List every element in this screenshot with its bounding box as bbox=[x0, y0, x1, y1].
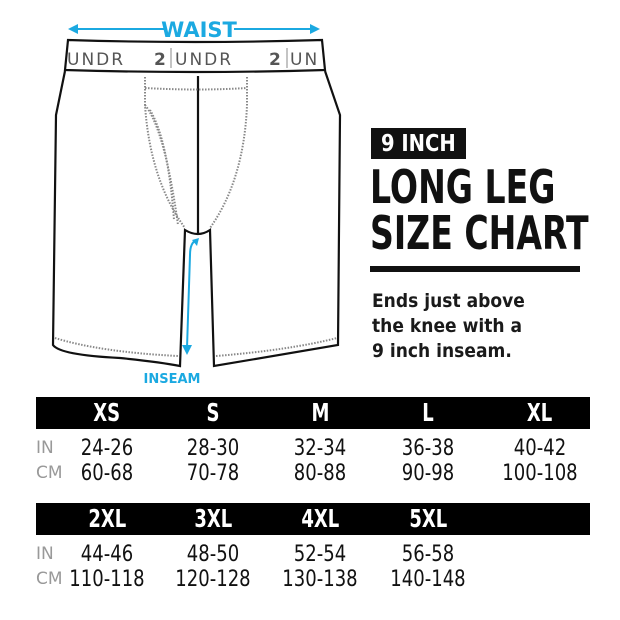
size-header-row-1 bbox=[36, 397, 590, 429]
waistband-logo: UNDR 2 UNDR 2 UN bbox=[67, 48, 319, 70]
unit-label-cm: CM bbox=[36, 463, 63, 483]
inseam-arrow bbox=[182, 238, 199, 355]
size-header: 3XL bbox=[194, 504, 232, 533]
unit-label-in: IN bbox=[36, 438, 54, 458]
svg-text:UNDR: UNDR bbox=[175, 50, 233, 70]
title-line-2: SIZE CHART bbox=[370, 206, 589, 260]
size-value-cm: 80-88 bbox=[293, 461, 347, 486]
size-header: XL bbox=[527, 398, 553, 427]
waist-arrow bbox=[68, 24, 320, 34]
size-header: L bbox=[422, 398, 434, 427]
size-value-cm: 130-138 bbox=[282, 567, 358, 592]
size-value-in: 24-26 bbox=[80, 436, 134, 461]
size-value-cm: 60-68 bbox=[80, 461, 134, 486]
size-value-in: 32-34 bbox=[293, 436, 347, 461]
size-header: 5XL bbox=[409, 504, 447, 533]
size-header: 4XL bbox=[301, 504, 339, 533]
size-header: S bbox=[206, 398, 220, 427]
size-value-in: 40-42 bbox=[513, 436, 567, 461]
boxer-outline bbox=[51, 38, 342, 368]
title-line-1: LONG LEG bbox=[370, 160, 556, 214]
size-value-cm: 120-128 bbox=[175, 567, 251, 592]
svg-text:2: 2 bbox=[154, 50, 166, 70]
inseam-length-tag: 9 INCH bbox=[371, 128, 466, 159]
size-value-in: 56-58 bbox=[401, 542, 455, 567]
size-value-in: 48-50 bbox=[186, 542, 240, 567]
size-value-in: 52-54 bbox=[293, 542, 347, 567]
stitching bbox=[54, 77, 338, 357]
svg-text:UNDR: UNDR bbox=[67, 50, 125, 70]
description: Ends just above the knee with a 9 inch i… bbox=[372, 290, 525, 362]
unit-label-in: IN bbox=[36, 544, 54, 564]
boxer-brief-illustration: WAIST INSEAM UNDR 2 UNDR 2 bbox=[51, 18, 342, 387]
size-value-cm: 110-118 bbox=[69, 567, 145, 592]
size-value-in: 36-38 bbox=[401, 436, 455, 461]
size-value-cm: 100-108 bbox=[502, 461, 578, 486]
size-value-in: 28-30 bbox=[186, 436, 240, 461]
unit-label-cm: CM bbox=[36, 569, 63, 589]
size-value-cm: 90-98 bbox=[401, 461, 455, 486]
size-header: M bbox=[311, 398, 329, 427]
svg-text:2: 2 bbox=[269, 50, 281, 70]
divider bbox=[370, 266, 580, 272]
size-header: XS bbox=[93, 398, 121, 427]
inseam-label: INSEAM bbox=[144, 372, 201, 387]
size-value-cm: 70-78 bbox=[186, 461, 240, 486]
size-header-row-2 bbox=[36, 503, 590, 535]
svg-text:UN: UN bbox=[290, 50, 319, 70]
size-value-in: 44-46 bbox=[80, 542, 134, 567]
waist-label: WAIST bbox=[161, 18, 237, 42]
size-header: 2XL bbox=[88, 504, 126, 533]
size-value-cm: 140-148 bbox=[390, 567, 466, 592]
